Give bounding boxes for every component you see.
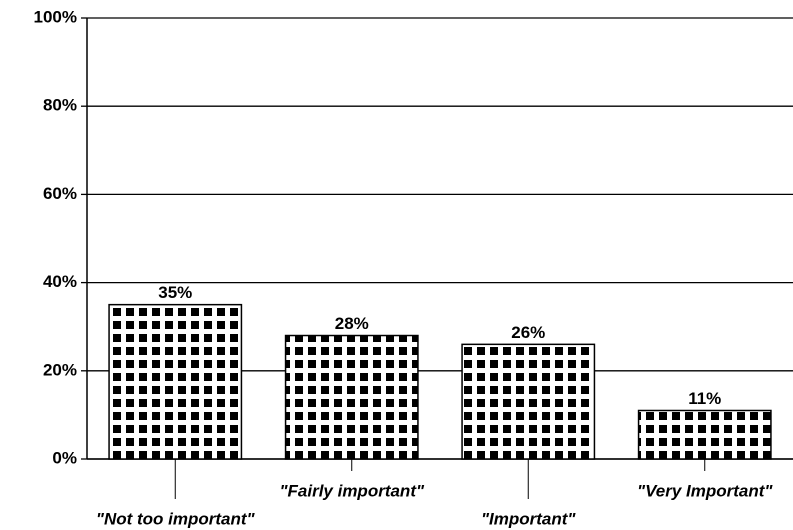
- bar: [108, 303, 243, 460]
- y-tick-label: 20%: [43, 360, 77, 379]
- y-tick-label: 100%: [34, 7, 77, 26]
- y-tick-label: 60%: [43, 184, 77, 203]
- bar: [461, 343, 596, 460]
- y-tick-label: 80%: [43, 96, 77, 115]
- y-tick-label: 40%: [43, 272, 77, 291]
- x-tick-label: "Important": [481, 509, 576, 528]
- x-tick-label: "Very Important": [637, 481, 773, 500]
- bar: [637, 409, 772, 460]
- value-label: 28%: [335, 314, 369, 333]
- y-tick-label: 0%: [52, 448, 77, 467]
- bar: [284, 334, 419, 460]
- value-label: 11%: [688, 389, 721, 408]
- x-tick-label: "Fairly important": [279, 481, 425, 500]
- value-label: 35%: [158, 283, 192, 302]
- value-label: 26%: [511, 323, 545, 342]
- x-tick-label: "Not too important": [96, 509, 256, 528]
